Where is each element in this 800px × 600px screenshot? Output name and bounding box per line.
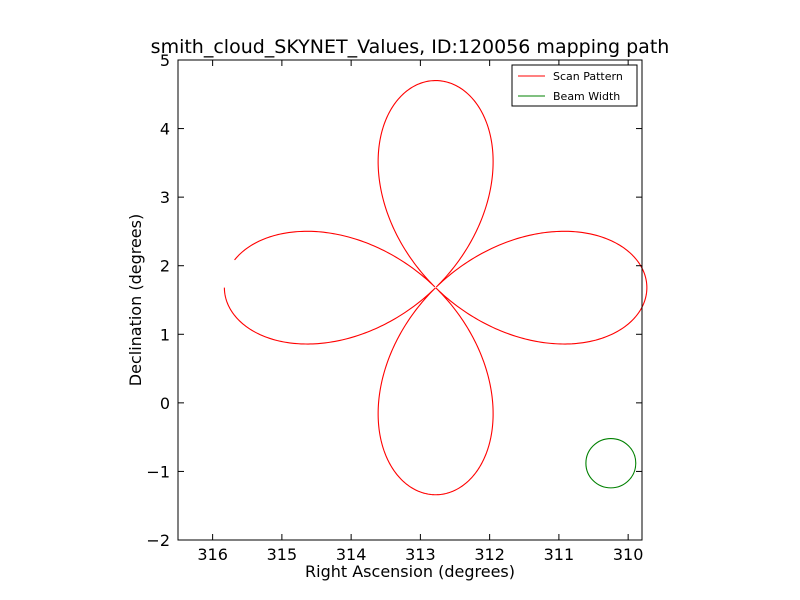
data-layer [223, 80, 648, 496]
y-tick-label: 4 [160, 120, 170, 139]
y-tick-label: −1 [146, 462, 170, 481]
x-tick-label: 310 [613, 545, 644, 564]
y-tick-label: 0 [160, 394, 170, 413]
legend-label: Scan Pattern [553, 70, 623, 83]
x-tick-label: 313 [405, 545, 436, 564]
x-tick-label: 316 [197, 545, 228, 564]
legend-label: Beam Width [553, 90, 620, 103]
plot-area [178, 60, 642, 540]
legend: Scan Pattern Beam Width [511, 64, 638, 107]
scan-pattern-line [223, 80, 648, 496]
x-tick-label: 314 [336, 545, 367, 564]
y-tick-label: 3 [160, 188, 170, 207]
y-tick-label: 2 [160, 257, 170, 276]
legend-box [511, 64, 638, 107]
y-tick-label: 5 [160, 51, 170, 70]
chart-title: smith_cloud_SKYNET_Values, ID:120056 map… [151, 36, 670, 58]
x-tick-label: 311 [544, 545, 575, 564]
beam-width-circle [585, 437, 637, 489]
plot-frame [177, 59, 643, 541]
x-tick-label: 315 [267, 545, 298, 564]
y-axis-label: Declination (degrees) [126, 214, 145, 386]
x-tick-label: 312 [474, 545, 505, 564]
y-tick-label: 1 [160, 325, 170, 344]
ticks-layer: 316 315 314 313 312 311 310 −2 −1 0 1 2 3 4 5 [146, 51, 643, 564]
y-tick-label: −2 [146, 531, 170, 550]
x-axis-label: Right Ascension (degrees) [305, 562, 515, 581]
